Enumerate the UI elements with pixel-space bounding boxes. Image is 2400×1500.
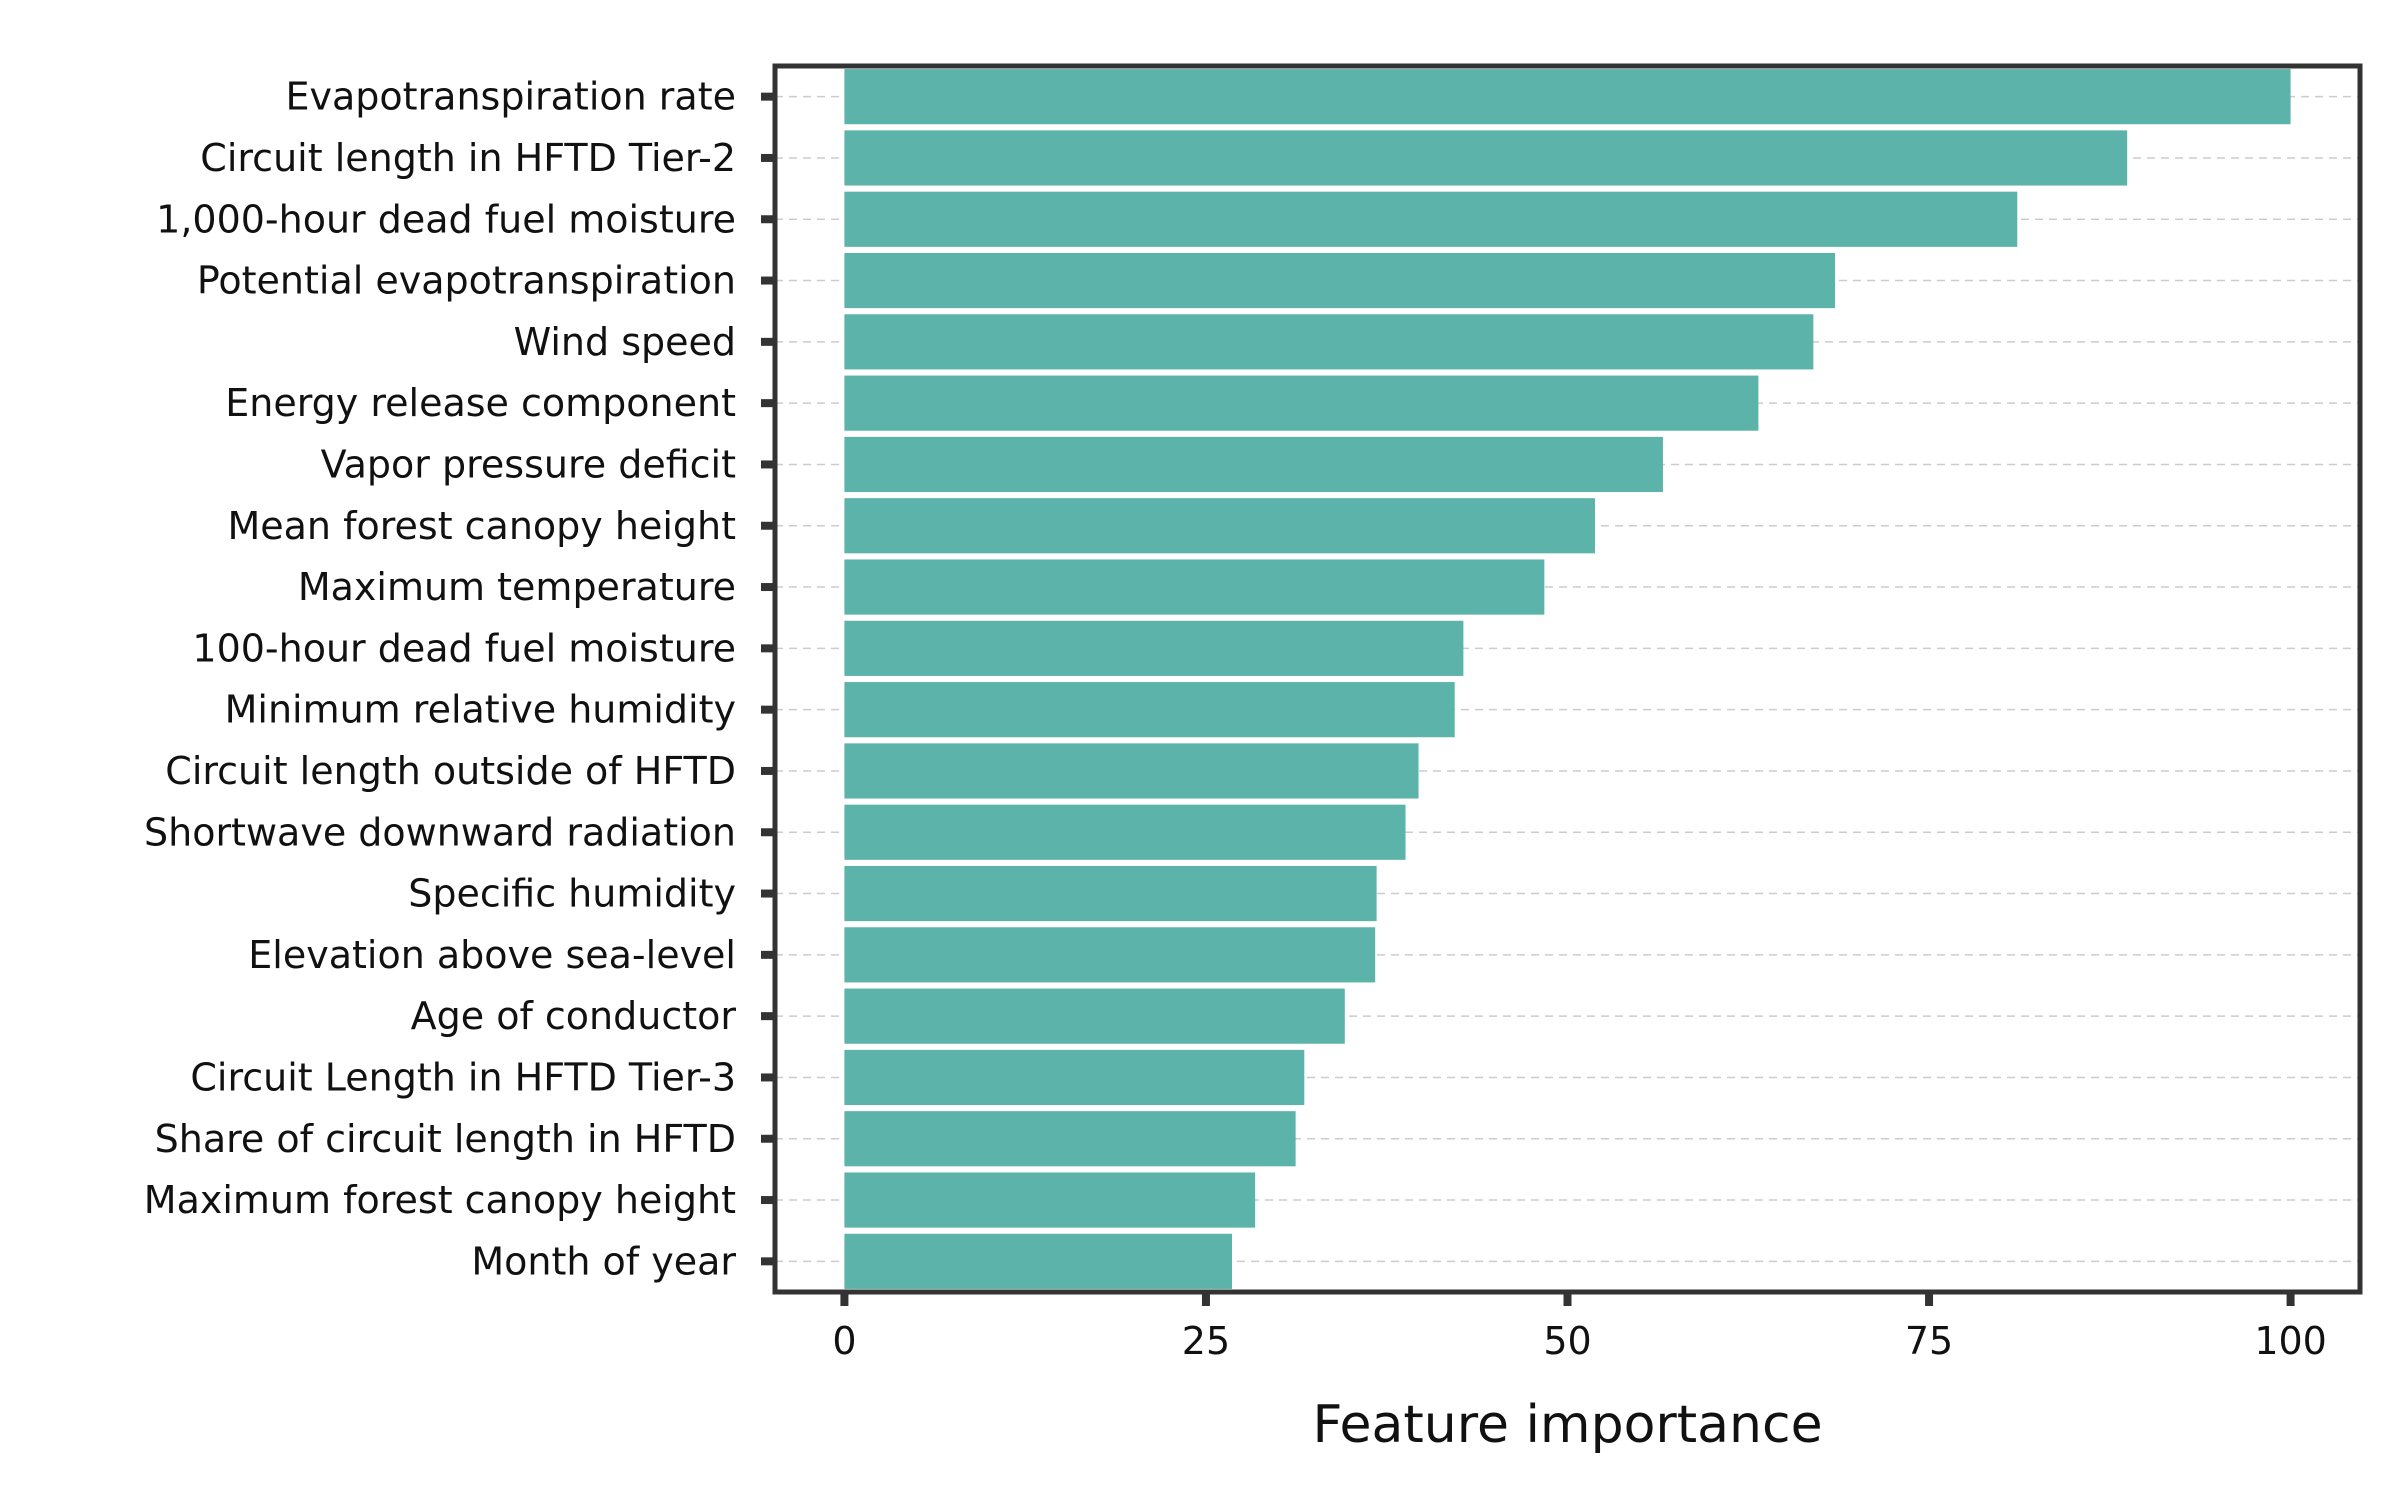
y-tick-label: Mean forest canopy height xyxy=(227,504,736,548)
bar xyxy=(844,743,1419,799)
y-tick-label: Evapotranspiration rate xyxy=(286,75,737,119)
y-tick-label: Minimum relative humidity xyxy=(225,688,736,732)
y-tick-label: Maximum temperature xyxy=(298,565,736,609)
x-tick-label: 25 xyxy=(1182,1319,1230,1363)
x-axis-title: Feature importance xyxy=(1312,1395,1822,1455)
bar xyxy=(844,804,1406,860)
x-tick-label: 75 xyxy=(1905,1319,1953,1363)
bar xyxy=(844,1172,1256,1228)
y-tick-label: 1,000-hour dead fuel moisture xyxy=(156,197,736,241)
bar xyxy=(844,1049,1305,1106)
y-tick-label: 100-hour dead fuel moisture xyxy=(192,626,736,670)
bar xyxy=(844,927,1376,983)
bar xyxy=(844,559,1545,615)
x-tick-label: 0 xyxy=(832,1319,856,1363)
y-axis: Evapotranspiration rate Circuit length in… xyxy=(144,75,775,1283)
y-tick-label: Circuit length in HFTD Tier-2 xyxy=(200,136,736,180)
y-tick-label: Maximum forest canopy height xyxy=(144,1178,736,1222)
y-tick-label: Shortwave downward radiation xyxy=(144,810,736,854)
grid-layer xyxy=(775,95,2360,1263)
y-tick-label: Share of circuit length in HFTD xyxy=(155,1117,736,1161)
bar xyxy=(844,130,2128,186)
y-tick-label: Circuit length outside of HFTD xyxy=(165,749,736,793)
bar xyxy=(844,191,2018,247)
y-tick-label: Vapor pressure deficit xyxy=(321,442,736,486)
bar xyxy=(844,375,1759,431)
y-tick-label: Energy release component xyxy=(225,381,736,425)
y-tick-label: Circuit Length in HFTD Tier-3 xyxy=(190,1055,736,1099)
bar xyxy=(844,498,1595,554)
bar xyxy=(844,252,1836,309)
bar xyxy=(844,865,1377,922)
y-tick-label: Potential evapotranspiration xyxy=(197,259,736,303)
bar-layer xyxy=(844,69,2291,1289)
x-axis: 0 25 50 75 100 xyxy=(832,1292,2327,1363)
x-tick-label: 50 xyxy=(1543,1319,1591,1363)
bar xyxy=(844,620,1464,676)
bar xyxy=(844,1111,1296,1167)
y-tick-label: Month of year xyxy=(471,1239,736,1283)
bar xyxy=(844,988,1345,1044)
bar xyxy=(844,69,2291,125)
bar xyxy=(844,314,1814,370)
y-tick-label: Elevation above sea-level xyxy=(248,933,736,977)
bar xyxy=(844,436,1663,493)
y-tick-label: Wind speed xyxy=(514,320,736,364)
bar xyxy=(844,682,1455,738)
x-tick-label: 100 xyxy=(2254,1319,2327,1363)
bar xyxy=(844,1233,1232,1289)
y-tick-label: Age of conductor xyxy=(411,994,737,1038)
plot-frame xyxy=(772,63,2363,1295)
y-tick-label: Specific humidity xyxy=(408,872,736,916)
